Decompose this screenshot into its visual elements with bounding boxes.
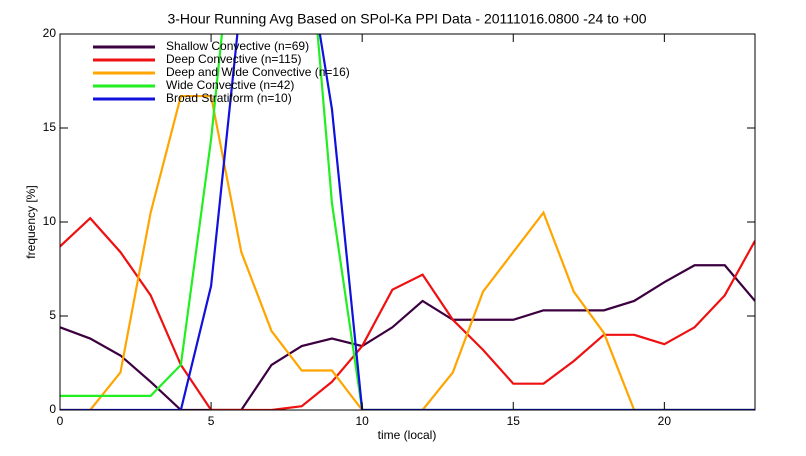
legend-label: Shallow Convective (n=69) [166, 39, 309, 53]
chart-title: 3-Hour Running Avg Based on SPol-Ka PPI … [167, 11, 646, 27]
y-tick-label: 10 [43, 214, 57, 228]
legend-label: Deep and Wide Convective (n=16) [166, 65, 350, 79]
series-line [60, 216, 755, 410]
x-tick-label: 10 [355, 414, 369, 428]
x-axis-label: time (local) [378, 428, 437, 442]
series-line [60, 94, 755, 410]
legend-label: Deep Convective (n=115) [166, 52, 302, 66]
x-tick-label: 15 [507, 414, 521, 428]
series-line [60, 34, 755, 410]
y-tick-label: 15 [43, 120, 57, 134]
x-tick-label: 0 [57, 414, 64, 428]
x-tick-label: 5 [208, 414, 215, 428]
legend-label: Wide Convective (n=42) [166, 78, 294, 92]
y-axis-label: frequency [%] [24, 185, 38, 258]
legend-label: Broad Stratiform (n=10) [166, 91, 292, 105]
y-tick-label: 20 [43, 26, 57, 40]
plot-area [60, 34, 755, 410]
axes-frame [59, 33, 756, 411]
y-tick-label: 0 [49, 402, 56, 416]
series-line [60, 264, 755, 410]
series-line [60, 34, 755, 410]
y-tick-label: 5 [49, 308, 56, 322]
x-tick-label: 20 [658, 414, 672, 428]
